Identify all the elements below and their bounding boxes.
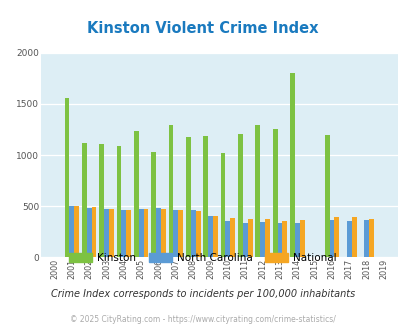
Bar bbox=[195, 211, 200, 257]
Bar bbox=[185, 137, 190, 257]
Bar bbox=[104, 209, 109, 257]
Bar bbox=[116, 146, 121, 257]
Bar bbox=[237, 134, 242, 257]
Text: © 2025 CityRating.com - https://www.cityrating.com/crime-statistics/: © 2025 CityRating.com - https://www.city… bbox=[70, 315, 335, 324]
Bar bbox=[225, 220, 230, 257]
Text: Crime Index corresponds to incidents per 100,000 inhabitants: Crime Index corresponds to incidents per… bbox=[51, 289, 354, 299]
Bar bbox=[346, 220, 351, 257]
Bar bbox=[109, 209, 113, 257]
Bar bbox=[143, 209, 148, 257]
Bar bbox=[289, 73, 294, 257]
Bar bbox=[190, 210, 195, 257]
Bar bbox=[260, 222, 264, 257]
Bar bbox=[168, 125, 173, 257]
Text: Kinston Violent Crime Index: Kinston Violent Crime Index bbox=[87, 21, 318, 36]
Bar bbox=[324, 135, 329, 257]
Bar bbox=[74, 206, 79, 257]
Bar bbox=[151, 152, 156, 257]
Bar bbox=[255, 125, 260, 257]
Bar bbox=[351, 217, 356, 257]
Bar bbox=[281, 221, 286, 257]
Bar bbox=[92, 207, 96, 257]
Bar bbox=[368, 219, 373, 257]
Bar bbox=[264, 219, 269, 257]
Bar bbox=[277, 223, 281, 257]
Bar bbox=[230, 217, 234, 257]
Bar bbox=[334, 217, 339, 257]
Bar bbox=[203, 136, 208, 257]
Bar bbox=[213, 216, 217, 257]
Bar bbox=[247, 218, 252, 257]
Bar bbox=[160, 209, 165, 257]
Bar bbox=[299, 219, 304, 257]
Bar bbox=[156, 208, 160, 257]
Bar bbox=[99, 144, 104, 257]
Bar bbox=[220, 153, 225, 257]
Bar bbox=[329, 219, 334, 257]
Bar bbox=[294, 223, 299, 257]
Legend: Kinston, North Carolina, National: Kinston, North Carolina, National bbox=[65, 248, 340, 267]
Bar bbox=[121, 210, 126, 257]
Bar bbox=[139, 209, 143, 257]
Bar bbox=[69, 206, 74, 257]
Bar bbox=[363, 219, 368, 257]
Bar bbox=[178, 210, 183, 257]
Bar bbox=[64, 98, 69, 257]
Bar bbox=[173, 210, 178, 257]
Bar bbox=[208, 216, 213, 257]
Bar bbox=[272, 128, 277, 257]
Bar bbox=[82, 143, 87, 257]
Bar bbox=[87, 208, 92, 257]
Bar bbox=[134, 131, 139, 257]
Bar bbox=[242, 223, 247, 257]
Bar bbox=[126, 210, 131, 257]
